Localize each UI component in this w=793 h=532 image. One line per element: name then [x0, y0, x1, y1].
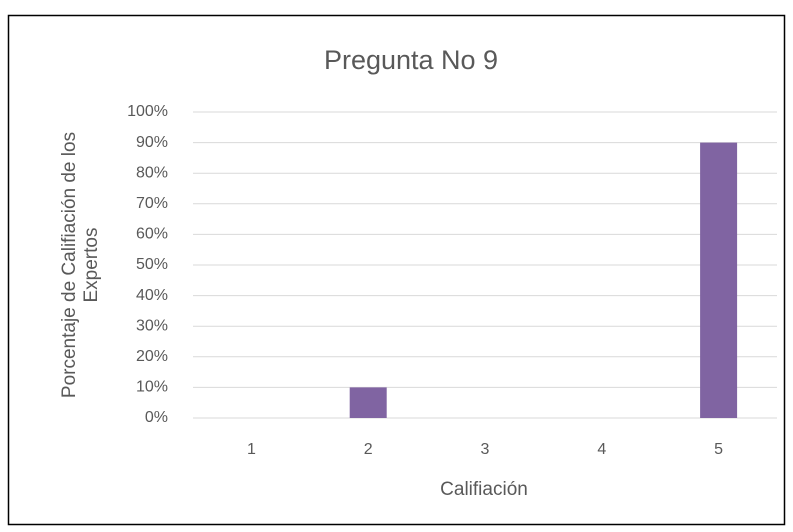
y-tick-label: 100%	[127, 103, 168, 120]
y-tick-label: 90%	[136, 134, 168, 151]
y-tick-label: 60%	[136, 226, 168, 243]
y-tick-label: 70%	[136, 195, 168, 212]
chart-border	[7, 14, 786, 526]
x-tick-label: 1	[247, 441, 256, 458]
y-tick-label: 20%	[136, 348, 168, 365]
x-tick-label: 5	[714, 441, 723, 458]
y-axis-label: Porcentaje de Califiación de los Experto…	[59, 131, 102, 399]
x-tick-label: 2	[364, 441, 373, 458]
bar	[700, 142, 738, 418]
x-axis-label: Califiación	[440, 479, 528, 500]
y-tick-label: 0%	[145, 409, 168, 426]
bar	[349, 387, 387, 418]
y-tick-label: 30%	[136, 317, 168, 334]
x-tick-label: 4	[597, 441, 606, 458]
y-tick-label: 50%	[136, 256, 168, 273]
y-tick-label: 10%	[136, 379, 168, 396]
chart-title: Pregunta No 9	[324, 45, 498, 75]
y-tick-label: 80%	[136, 164, 168, 181]
x-tick-label: 3	[481, 441, 490, 458]
y-tick-label: 40%	[136, 287, 168, 304]
